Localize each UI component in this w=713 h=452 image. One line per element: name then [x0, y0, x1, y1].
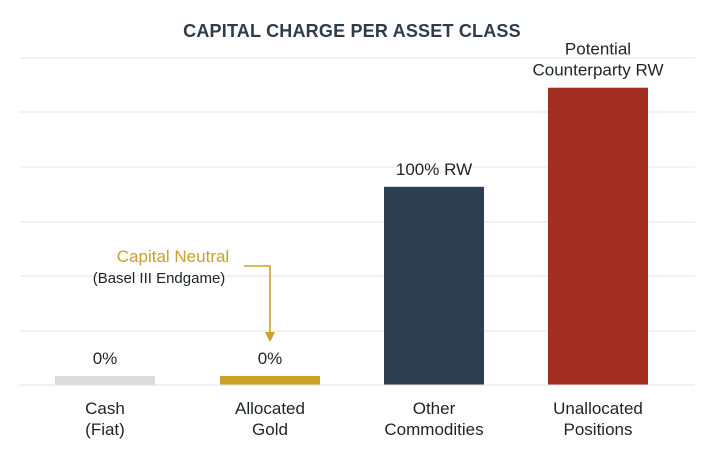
category-label-3-line-0: Unallocated [553, 399, 643, 418]
bar-0 [55, 376, 155, 385]
callout-arrowhead [265, 332, 275, 342]
category-labels: Cash (Fiat) Allocated Gold Other Commodities U… [85, 399, 643, 439]
category-label-2-line-0: Other [413, 399, 456, 418]
chart-title: CAPITAL CHARGE PER ASSET CLASS [183, 21, 521, 41]
category-label-3-line-1: Positions [564, 420, 633, 439]
bars [55, 87, 648, 386]
callout-title: Capital Neutral [117, 247, 229, 266]
bar-2 [384, 186, 484, 385]
bar-3 [548, 87, 648, 386]
gridlines [20, 57, 695, 332]
category-label-0-line-1: (Fiat) [85, 420, 125, 439]
data-label-0: 0% [93, 349, 118, 368]
category-label-0-line-0: Cash [85, 399, 125, 418]
data-label-3-line-1: Counterparty RW [532, 61, 663, 80]
data-label-1: 0% [258, 349, 283, 368]
callout-subtitle: (Basel III Endgame) [93, 270, 226, 287]
bar-1 [220, 376, 320, 385]
data-labels: 0% 0% 100% RW Potential Counterparty RW [93, 40, 664, 368]
data-label-2: 100% RW [396, 160, 472, 179]
callout-connector [244, 265, 271, 334]
data-label-3-line-0: Potential [565, 40, 631, 59]
category-label-1-line-0: Allocated [235, 399, 305, 418]
category-label-1-line-1: Gold [252, 420, 288, 439]
category-label-2-line-1: Commodities [384, 420, 483, 439]
capital-neutral-callout: Capital Neutral (Basel III Endgame) [93, 247, 275, 342]
